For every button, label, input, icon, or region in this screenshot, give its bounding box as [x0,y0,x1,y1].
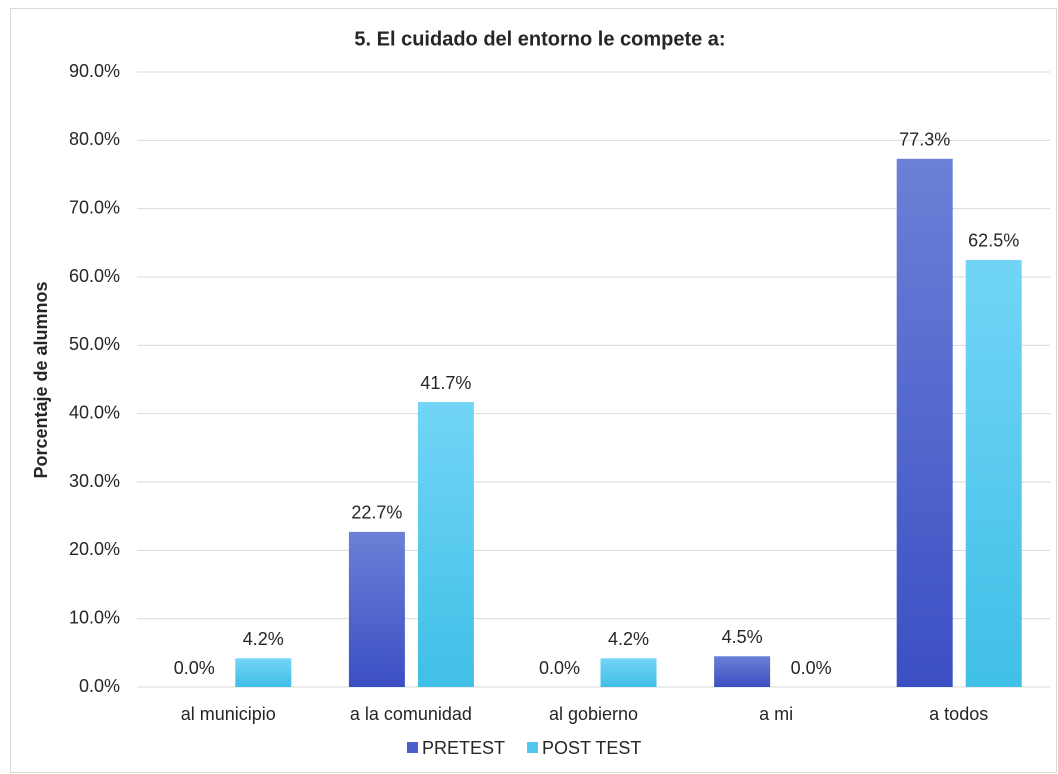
bar [235,658,292,687]
chart-title: 5. El cuidado del entorno le compete a: [354,28,725,50]
y-tick-label: 70.0% [69,197,120,217]
legend-label: POST TEST [542,738,641,758]
legend-swatch [407,742,418,753]
value-label: 4.5% [722,627,763,647]
bar [965,259,1022,687]
chart-frame [10,8,1057,773]
y-tick-label: 40.0% [69,402,120,422]
value-label: 4.2% [608,629,649,649]
y-tick-label: 10.0% [69,607,120,627]
value-label: 4.2% [243,629,284,649]
x-tick-label: a mi [759,704,793,724]
y-tick-label: 0.0% [79,676,120,696]
bar [896,158,953,688]
x-tick-label: a todos [929,704,988,724]
value-label: 0.0% [174,658,215,678]
y-tick-label: 80.0% [69,129,120,149]
bar [348,531,405,687]
value-label: 77.3% [899,130,950,150]
bar [714,656,771,687]
x-tick-label: a la comunidad [350,704,472,724]
bar [600,658,657,687]
value-label: 62.5% [968,231,1019,251]
y-tick-label: 50.0% [69,334,120,354]
x-tick-label: al gobierno [549,704,638,724]
value-label: 41.7% [420,373,471,393]
value-label: 22.7% [351,503,402,523]
legend-label: PRETEST [422,738,505,758]
y-tick-label: 60.0% [69,266,120,286]
legend-swatch [527,742,539,753]
y-tick-label: 90.0% [69,61,120,81]
value-label: 0.0% [791,658,832,678]
bar [417,402,474,687]
y-tick-label: 20.0% [69,539,120,559]
y-tick-label: 30.0% [69,471,120,491]
x-tick-label: al municipio [181,704,276,724]
value-label: 0.0% [539,658,580,678]
y-axis-label: Porcentaje de alumnos [31,281,51,478]
